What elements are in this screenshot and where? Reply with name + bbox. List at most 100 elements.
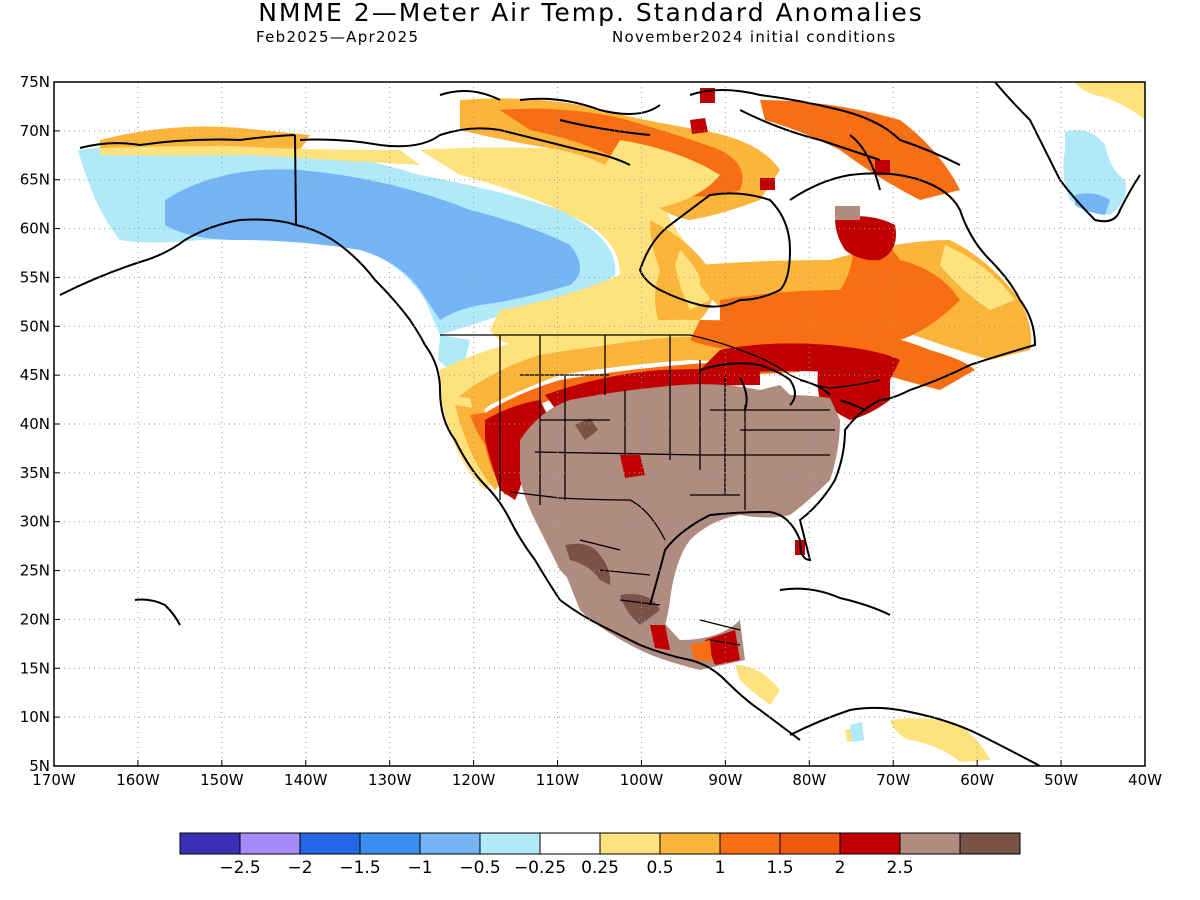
color-bar-swatch — [539, 832, 601, 855]
color-bar-label: −0.25 — [514, 858, 566, 878]
greenland-warm — [1075, 82, 1145, 120]
lon-tick-label: 100W — [620, 771, 664, 789]
lon-tick-label: 80W — [792, 771, 826, 789]
longitude-axis: 170W 160W 150W 140W 130W 120W 110W 100W 90W 80W 70… — [32, 760, 1162, 789]
lon-tick-label: 150W — [200, 771, 244, 789]
color-bar-swatch — [719, 832, 781, 855]
color-bar-label: −1.5 — [339, 858, 380, 878]
arctic-islands-red — [690, 88, 890, 190]
initial-conditions: November2024 initial conditions — [612, 28, 897, 46]
color-bar-label: −0.5 — [459, 858, 500, 878]
hudson-yellow — [675, 250, 710, 310]
forecast-period: Feb2025—Apr2025 — [256, 28, 420, 46]
color-bar-label: 0.25 — [581, 858, 619, 878]
lat-tick-label: 45N — [20, 366, 50, 384]
lat-tick-label: 70N — [20, 122, 50, 140]
color-bar-swatch — [179, 832, 241, 855]
lon-tick-label: 70W — [876, 771, 910, 789]
color-bar-label: 2.5 — [886, 858, 913, 878]
alaska-coast — [59, 134, 426, 346]
canada-north-coast — [299, 127, 631, 166]
lat-tick-label: 20N — [20, 610, 50, 628]
latitude-axis: 75N 70N 65N 60N 55N 50N 45N 40N 35N 30N 25N 20N 15N 1… — [20, 73, 60, 775]
color-bar-swatch — [959, 832, 1021, 855]
central-america-orange — [690, 640, 712, 662]
texas-red — [620, 455, 805, 555]
lon-tick-label: 120W — [452, 771, 496, 789]
greenland-cold — [1063, 130, 1126, 215]
arctic-islands — [439, 89, 961, 191]
color-bar-label: −2.5 — [219, 858, 260, 878]
hawaii — [134, 598, 181, 626]
lat-tick-label: 60N — [20, 220, 50, 238]
lat-tick-label: 40N — [20, 415, 50, 433]
greenland-coast — [994, 82, 1141, 223]
color-bar-label: −1 — [407, 858, 432, 878]
lat-tick-label: 65N — [20, 171, 50, 189]
color-bar-label: 0.5 — [646, 858, 673, 878]
color-bar-swatch — [359, 832, 421, 855]
mexico-extreme-warm — [565, 543, 660, 625]
color-bar-swatch — [239, 832, 301, 855]
great-lakes — [699, 362, 866, 411]
map-title: NMME 2—Meter Air Temp. Standard Anomalie… — [258, 0, 924, 27]
us-west-coast — [424, 344, 561, 601]
lat-tick-label: 35N — [20, 464, 50, 482]
north-coast-yellow — [100, 146, 420, 165]
color-bar-swatch — [899, 832, 961, 855]
lat-tick-label: 5N — [29, 757, 50, 775]
lat-tick-label: 15N — [20, 659, 50, 677]
lon-tick-label: 160W — [116, 771, 160, 789]
labrador-coast — [789, 172, 1037, 401]
central-america-yellow — [735, 665, 780, 705]
color-bar: −2.5 −2 −1.5 −1 −0.5 −0.25 0.25 0.5 1 1.5 2 2.5 — [179, 832, 1021, 878]
alaska-core-cold — [165, 169, 580, 320]
color-bar-swatch — [779, 832, 841, 855]
lat-tick-label: 25N — [20, 562, 50, 580]
color-bar-label: 1.5 — [766, 858, 793, 878]
lat-tick-label: 75N — [20, 73, 50, 91]
color-bar-swatch — [839, 832, 901, 855]
lon-tick-label: 60W — [960, 771, 994, 789]
lon-tick-label: 50W — [1044, 771, 1078, 789]
us-mexico-border — [509, 491, 666, 541]
state-borders — [499, 335, 835, 510]
color-bar-swatch — [659, 832, 721, 855]
color-bar-swatch — [599, 832, 661, 855]
anomaly-field — [78, 82, 1145, 762]
mexico-states — [579, 539, 741, 646]
baffin-yellow — [605, 140, 720, 210]
color-bar-label: 1 — [715, 858, 726, 878]
cuba — [779, 587, 891, 616]
lat-tick-label: 50N — [20, 317, 50, 335]
mexico-coast — [559, 599, 801, 741]
quebec-orange — [720, 220, 960, 340]
lon-tick-label: 170W — [32, 771, 76, 789]
coastlines — [59, 82, 1141, 766]
arctic-islands-orange — [760, 100, 960, 200]
color-bar-swatch — [299, 832, 361, 855]
lat-tick-label: 55N — [20, 268, 50, 286]
color-bar-swatch — [419, 832, 481, 855]
hudson-bay — [638, 192, 792, 308]
south-america — [789, 706, 1041, 766]
lon-tick-label: 40W — [1128, 771, 1162, 789]
color-bar-label: −2 — [287, 858, 312, 878]
colorado-extreme-warm — [575, 418, 598, 440]
caribbean-cold — [850, 722, 864, 742]
color-bar-swatch — [479, 832, 541, 855]
lon-tick-label: 130W — [368, 771, 412, 789]
central-america-warm — [650, 625, 740, 665]
quebec-strong-warm — [835, 216, 896, 261]
gulf-coast — [649, 399, 881, 606]
lat-tick-label: 30N — [20, 513, 50, 531]
lon-tick-label: 140W — [284, 771, 328, 789]
lon-tick-label: 110W — [536, 771, 580, 789]
northern-band-red — [545, 369, 760, 415]
quebec-brown — [835, 206, 860, 220]
caribbean-warm — [845, 718, 990, 762]
color-bar-label: 2 — [835, 858, 846, 878]
lon-tick-label: 90W — [708, 771, 742, 789]
lat-tick-label: 10N — [20, 708, 50, 726]
